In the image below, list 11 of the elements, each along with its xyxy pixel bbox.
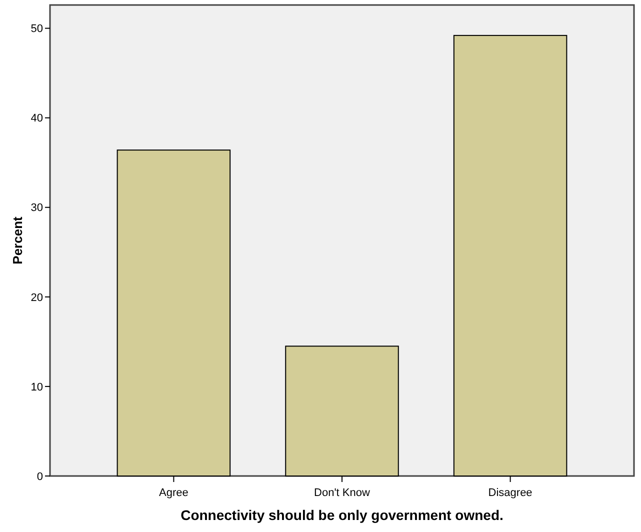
x-tick-label: Don't Know [314, 487, 370, 499]
x-tick-label: Disagree [488, 487, 532, 499]
y-tick-label: 20 [30, 292, 43, 304]
y-axis-title: Percent [10, 216, 25, 264]
x-tick-label: Agree [159, 487, 188, 499]
y-tick-label: 0 [36, 470, 43, 483]
y-tick-label: 10 [30, 381, 43, 394]
y-tick-label: 50 [30, 23, 43, 36]
x-axis-title: Connectivity should be only government owned. [180, 507, 504, 523]
y-tick-label: 30 [30, 202, 43, 214]
y-tick-label: 40 [30, 112, 43, 125]
